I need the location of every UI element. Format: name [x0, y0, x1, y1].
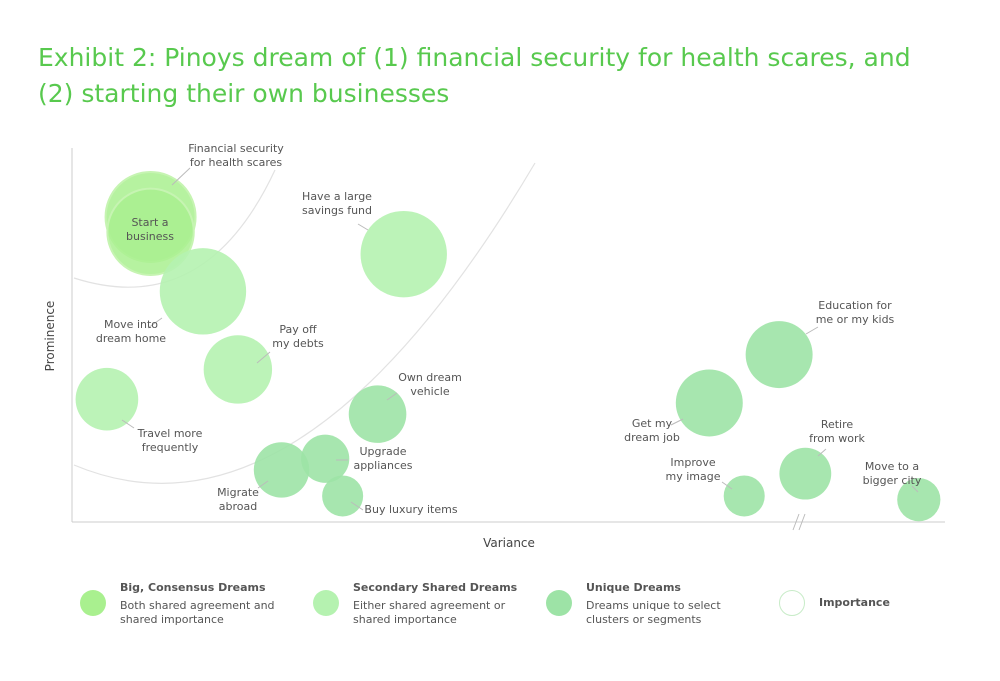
leader-line-financial-security-for-health-scares [171, 167, 191, 186]
bubble-improve-my-image [723, 475, 765, 517]
label-migrate-abroad: Migrate abroad [217, 486, 259, 513]
label-upgrade-appliances: Upgrade appliances [353, 445, 412, 472]
label-retire-from-work: Retire from work [809, 418, 865, 445]
bubble-migrate-abroad [253, 442, 310, 498]
legend-swatch-big [80, 590, 106, 616]
legend-title-secondary: Secondary Shared Dreams [353, 581, 518, 594]
leader-line-travel-more-frequently [121, 419, 135, 429]
legend-title-unique: Unique Dreams [586, 581, 681, 594]
legend-desc-big: Both shared agreement and shared importa… [120, 599, 275, 626]
legend-title-importance: Importance [819, 596, 890, 609]
label-get-my-dream-job: Get my dream job [624, 417, 680, 444]
label-improve-my-image: Improve my image [666, 456, 721, 483]
label-have-a-large-savings-fund: Have a large savings fund [302, 190, 372, 217]
leader-line-retire-from-work [817, 448, 827, 457]
leader-line-move-to-a-bigger-city [911, 485, 919, 493]
label-buy-luxury-items: Buy luxury items [364, 503, 457, 516]
chart-title: Exhibit 2: Pinoys dream of (1) financial… [38, 43, 911, 108]
label-move-to-a-bigger-city: Move to a bigger city [863, 460, 922, 487]
x-axis-label: Variance [483, 536, 535, 550]
bubble-move-into-dream-home [159, 248, 247, 335]
bubble-pay-off-my-debts [203, 335, 273, 404]
label-financial-security-for-health-scares: Financial security for health scares [188, 142, 284, 169]
legend-swatch-importance [779, 590, 805, 616]
leader-line-get-my-dream-job [670, 418, 684, 426]
legend-desc-secondary: Either shared agreement or shared import… [353, 599, 506, 626]
legend-desc-unique: Dreams unique to select clusters or segm… [586, 599, 721, 626]
leader-line-buy-luxury-items [350, 501, 364, 511]
importance-arc-outer [73, 162, 536, 484]
label-education-for-me-or-my-kids: Education for me or my kids [816, 299, 895, 326]
y-axis-label: Prominence [43, 301, 57, 372]
bubble-travel-more-frequently [75, 367, 139, 431]
legend-title-big: Big, Consensus Dreams [120, 581, 266, 594]
bubble-have-a-large-savings-fund [360, 210, 447, 298]
leader-line-have-a-large-savings-fund [357, 223, 369, 231]
legend-swatch-secondary [313, 590, 339, 616]
leader-line-education-for-me-or-my-kids [805, 326, 819, 335]
leader-line-migrate-abroad [257, 480, 269, 489]
bubble-move-to-a-bigger-city [897, 478, 941, 522]
label-own-dream-vehicle: Own dream vehicle [398, 371, 462, 398]
bubble-own-dream-vehicle [348, 385, 407, 443]
label-start-a-business: Start a business [126, 216, 174, 243]
leader-line-own-dream-vehicle [386, 392, 398, 401]
bubble-education-for-me-or-my-kids [745, 321, 813, 389]
bubble-start-a-business [106, 187, 195, 277]
bubble-buy-luxury-items [322, 475, 364, 517]
leader-line-pay-off-my-debts [256, 351, 271, 364]
axis-break-mark [798, 513, 806, 531]
label-move-into-dream-home: Move into dream home [96, 318, 166, 345]
leader-line-move-into-dream-home [147, 317, 163, 329]
bubble-upgrade-appliances [301, 434, 350, 483]
leader-line-improve-my-image [721, 481, 733, 490]
label-pay-off-my-debts: Pay off my debts [272, 323, 324, 350]
axis-break-mark [792, 513, 800, 531]
bubble-get-my-dream-job [675, 369, 743, 437]
label-travel-more-frequently: Travel more frequently [137, 427, 203, 454]
bubble-retire-from-work [779, 447, 832, 500]
legend-swatch-unique [546, 590, 572, 616]
